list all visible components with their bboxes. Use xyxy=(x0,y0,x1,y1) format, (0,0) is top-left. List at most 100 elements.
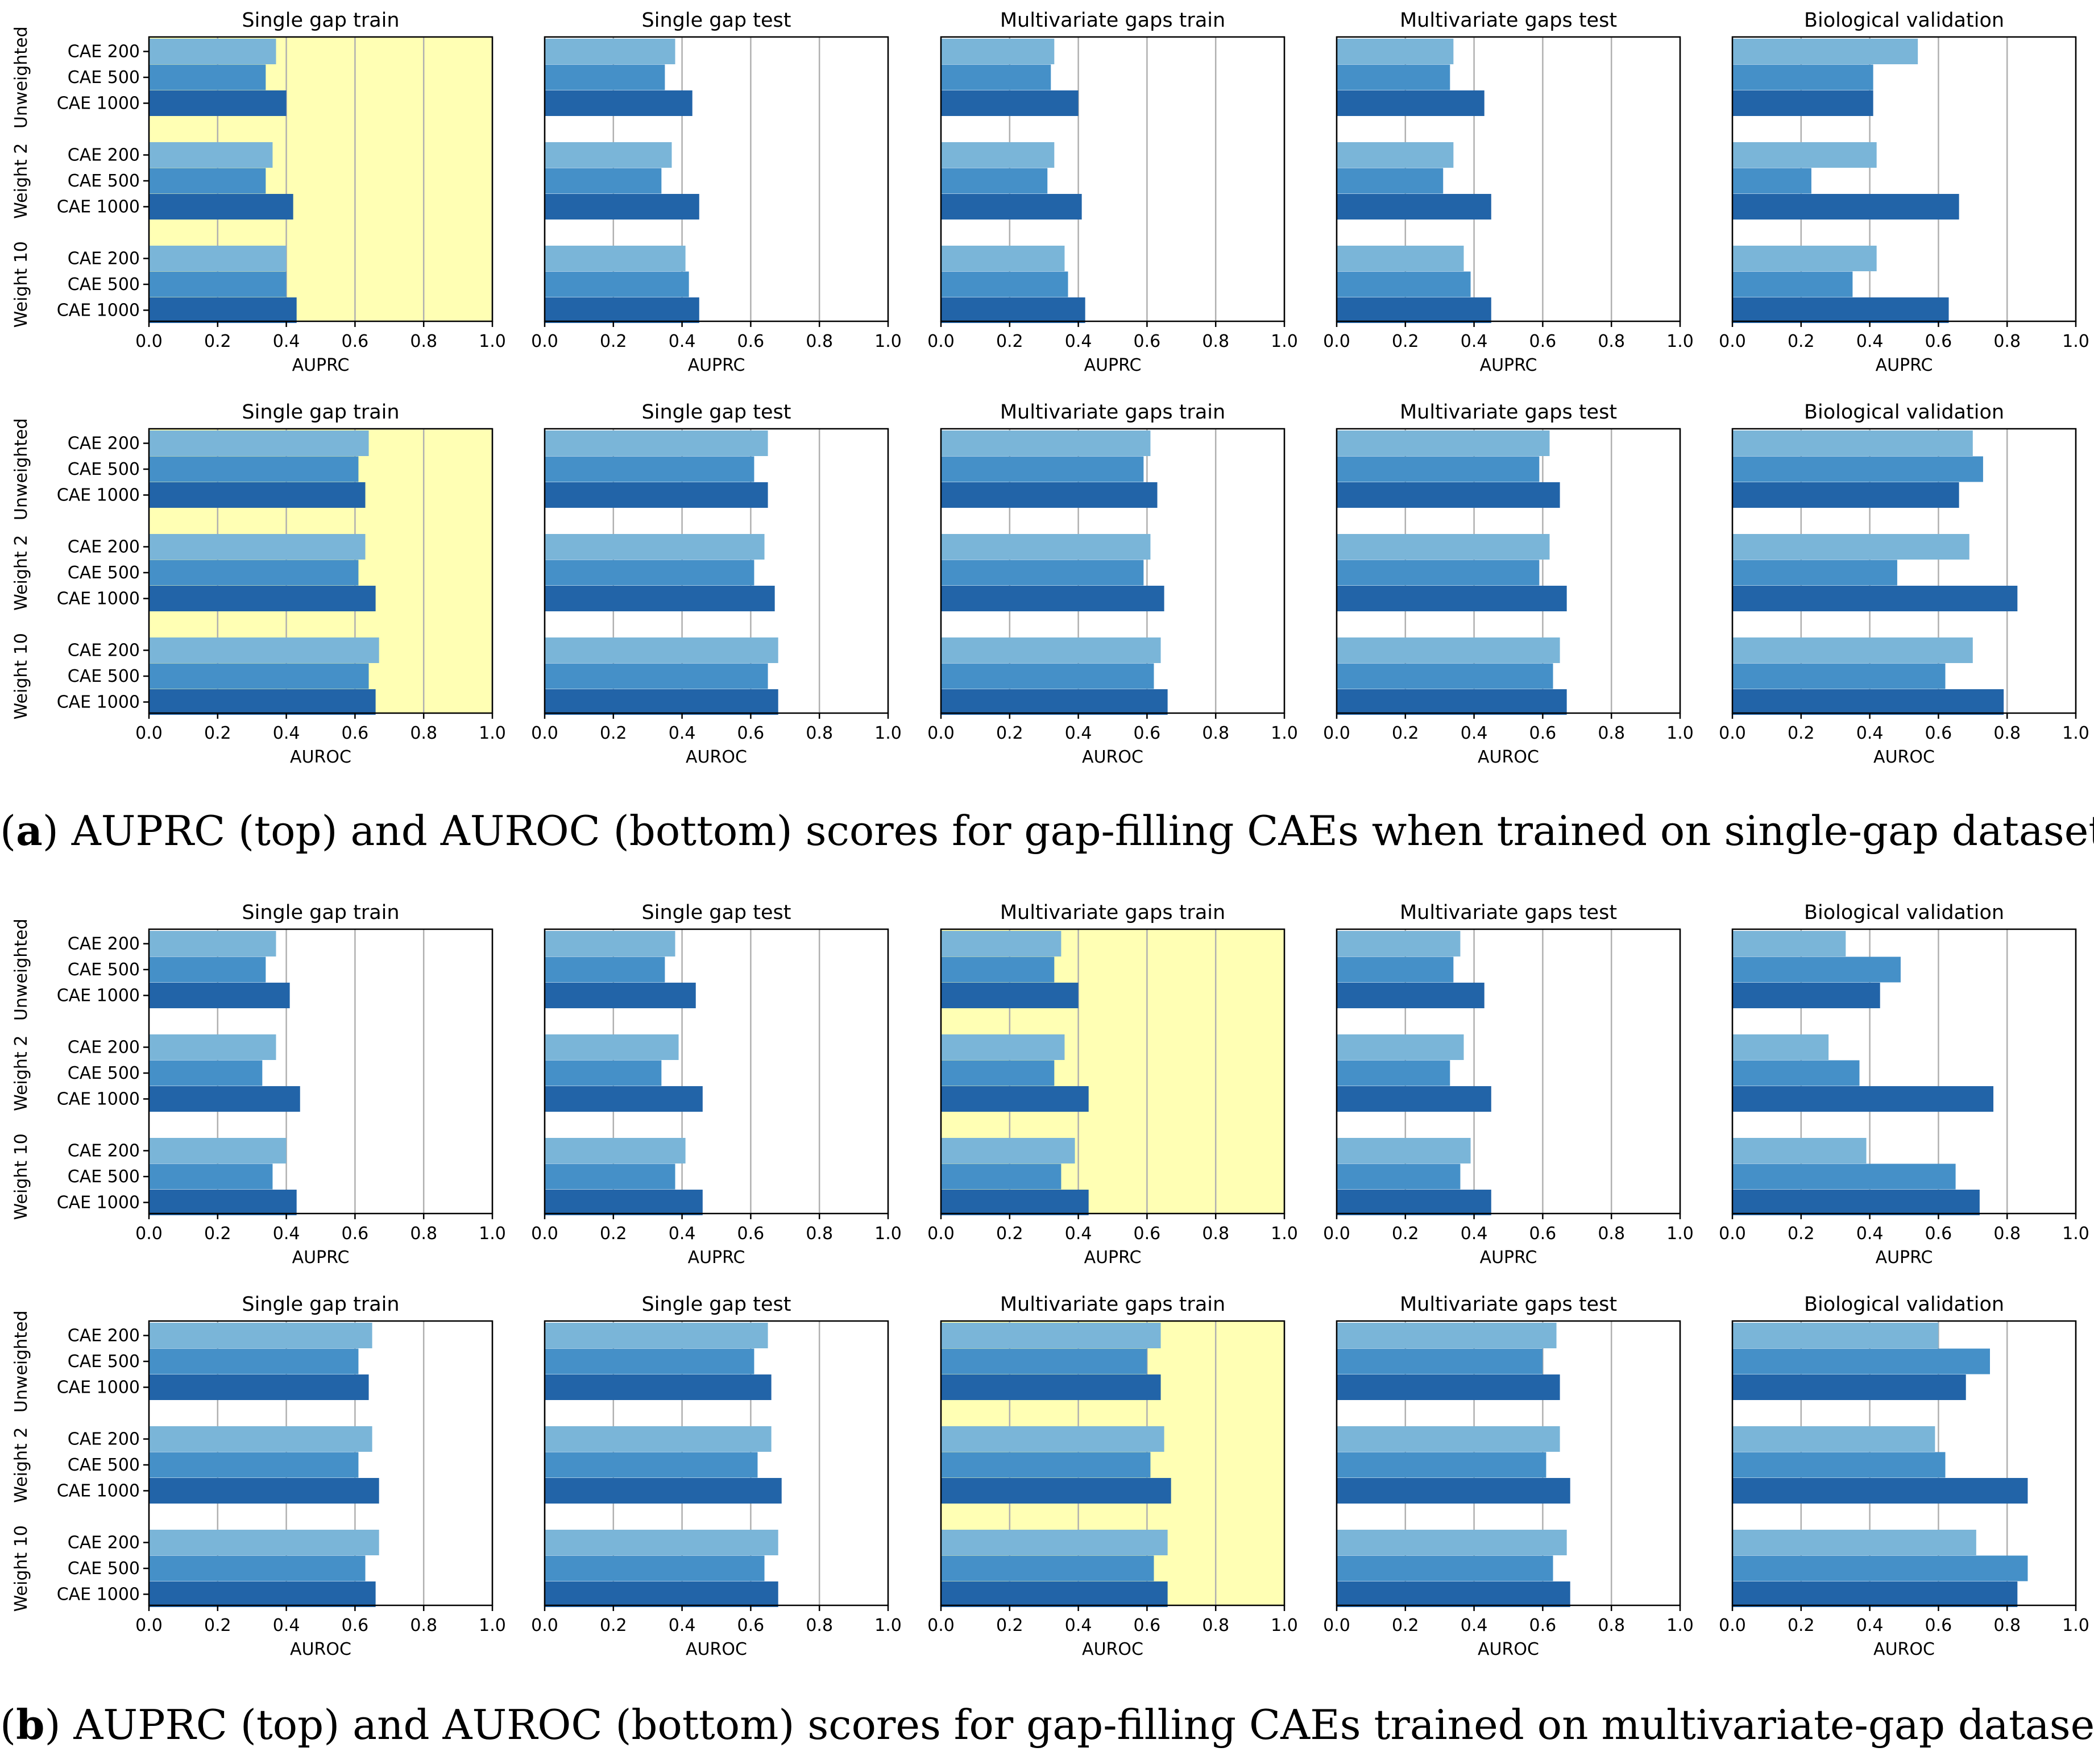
x-axis-label: AUROC xyxy=(1873,747,1935,767)
x-tick-label: 0.2 xyxy=(204,332,231,351)
bar-cae-1000 xyxy=(149,586,376,611)
x-tick-label: 0.4 xyxy=(273,723,300,743)
y-tick-label: CAE 200 xyxy=(68,42,140,62)
bar-cae-1000 xyxy=(1337,1478,1570,1504)
plot-frame xyxy=(1336,1320,1681,1606)
x-tick-label: 0.6 xyxy=(342,1616,369,1635)
bar-cae-500 xyxy=(941,956,1055,983)
x-tick-label: 0.8 xyxy=(1598,1616,1625,1635)
panel-title: Single gap train xyxy=(242,9,399,32)
bar-cae-1000 xyxy=(545,1581,778,1607)
bar-cae-200 xyxy=(941,1530,1168,1555)
y-tick-label: CAE 1000 xyxy=(57,94,140,114)
x-tick-label: 1.0 xyxy=(1666,723,1694,743)
bar-cae-200 xyxy=(1732,1034,1829,1060)
panel-title: Biological validation xyxy=(1804,401,2004,424)
bar-cae-500 xyxy=(149,64,266,90)
caption-b: (b) AUPRC (top) and AUROC (bottom) score… xyxy=(0,1700,2094,1749)
y-tick-label: CAE 200 xyxy=(68,537,140,557)
bar-cae-200 xyxy=(545,637,778,663)
bar-cae-500 xyxy=(149,456,359,482)
bar-cae-200 xyxy=(1337,39,1454,64)
bar-cae-200 xyxy=(941,1034,1065,1060)
x-tick-label: 0.2 xyxy=(1392,332,1419,351)
bar-cae-500 xyxy=(545,1060,662,1086)
bar-cae-500 xyxy=(1337,64,1450,90)
bar-cae-500 xyxy=(545,64,665,90)
x-tick-label: 0.2 xyxy=(600,723,627,743)
y-tick-label: CAE 200 xyxy=(68,641,140,661)
x-tick-label: 0.8 xyxy=(1202,1224,1229,1244)
bar-cae-200 xyxy=(545,1426,772,1452)
panel-title: Multivariate gaps train xyxy=(1000,1293,1225,1316)
x-tick-label: 1.0 xyxy=(479,1616,506,1635)
bar-cae-500 xyxy=(1732,956,1901,983)
bar-cae-1000 xyxy=(149,983,290,1008)
x-tick-label: 0.8 xyxy=(806,1616,833,1635)
bar-cae-200 xyxy=(149,637,379,663)
bar-cae-500 xyxy=(1732,1555,2028,1581)
bar-cae-200 xyxy=(545,39,675,64)
bar-cae-1000 xyxy=(1732,689,2004,715)
x-tick-label: 0.6 xyxy=(1925,332,1952,351)
bar-cae-500 xyxy=(149,1348,359,1374)
plot-frame xyxy=(1336,928,1681,1215)
bar-cae-500 xyxy=(1732,1163,1956,1190)
bar-cae-1000 xyxy=(1337,482,1560,508)
x-tick-label: 0.4 xyxy=(669,1616,696,1635)
plot-frame xyxy=(1731,1320,2077,1606)
x-tick-label: 0.8 xyxy=(410,723,437,743)
caption-b-letter: b xyxy=(16,1700,45,1749)
x-tick-label: 0.8 xyxy=(1202,1616,1229,1635)
x-tick-label: 0.8 xyxy=(806,1224,833,1244)
x-tick-label: 1.0 xyxy=(2062,1616,2089,1635)
x-tick-label: 0.6 xyxy=(1925,723,1952,743)
bar-cae-1000 xyxy=(149,1581,376,1607)
bar-cae-1000 xyxy=(1732,297,1949,323)
x-tick-label: 1.0 xyxy=(1666,1224,1694,1244)
bar-cae-200 xyxy=(545,430,768,456)
panel-title: Multivariate gaps test xyxy=(1400,1293,1617,1316)
bar-cae-500 xyxy=(149,956,266,983)
x-axis-label: AUPRC xyxy=(1084,355,1142,375)
panel-title: Biological validation xyxy=(1804,901,2004,924)
plot-frame xyxy=(544,928,889,1215)
bar-cae-500 xyxy=(1337,1348,1543,1374)
bar-cae-200 xyxy=(1732,1530,1976,1555)
bar-cae-500 xyxy=(1337,1060,1450,1086)
x-tick-label: 0.4 xyxy=(1065,1224,1092,1244)
plot-frame xyxy=(1731,428,2077,714)
x-axis-label: AUPRC xyxy=(1084,1248,1142,1268)
x-tick-label: 0.8 xyxy=(1993,332,2021,351)
x-axis-label: AUPRC xyxy=(1876,1248,1933,1268)
bar-cae-500 xyxy=(941,560,1144,586)
bar-cae-200 xyxy=(1337,1426,1560,1452)
bar-cae-200 xyxy=(149,246,287,271)
x-tick-label: 0.6 xyxy=(737,1616,765,1635)
group-label: Weight 10 xyxy=(11,1525,31,1612)
x-axis-label: AUROC xyxy=(1082,1639,1143,1659)
x-axis-label: AUROC xyxy=(1873,1639,1935,1659)
bar-cae-1000 xyxy=(941,1086,1089,1112)
bar-cae-500 xyxy=(149,560,359,586)
x-axis-label: AUPRC xyxy=(688,1248,745,1268)
x-tick-label: 0.8 xyxy=(410,1616,437,1635)
x-tick-label: 1.0 xyxy=(1271,1616,1298,1635)
caption-a-text: AUPRC (top) and AUROC (bottom) scores fo… xyxy=(71,807,2094,855)
bar-cae-1000 xyxy=(1337,983,1485,1008)
bar-cae-1000 xyxy=(149,482,366,508)
x-tick-label: 0.6 xyxy=(342,723,369,743)
bar-cae-1000 xyxy=(941,194,1082,220)
x-tick-label: 0.0 xyxy=(1719,723,1746,743)
bar-cae-200 xyxy=(941,430,1151,456)
bar-cae-1000 xyxy=(545,482,768,508)
bar-cae-200 xyxy=(1337,1530,1567,1555)
x-tick-label: 0.8 xyxy=(806,332,833,351)
group-label: Unweighted xyxy=(11,26,31,129)
x-tick-label: 0.4 xyxy=(1856,723,1884,743)
x-tick-label: 0.4 xyxy=(1856,1616,1884,1635)
bar-cae-200 xyxy=(149,1034,276,1060)
x-tick-label: 0.0 xyxy=(927,723,955,743)
y-tick-label: CAE 500 xyxy=(68,459,140,479)
x-tick-label: 0.0 xyxy=(135,1616,163,1635)
